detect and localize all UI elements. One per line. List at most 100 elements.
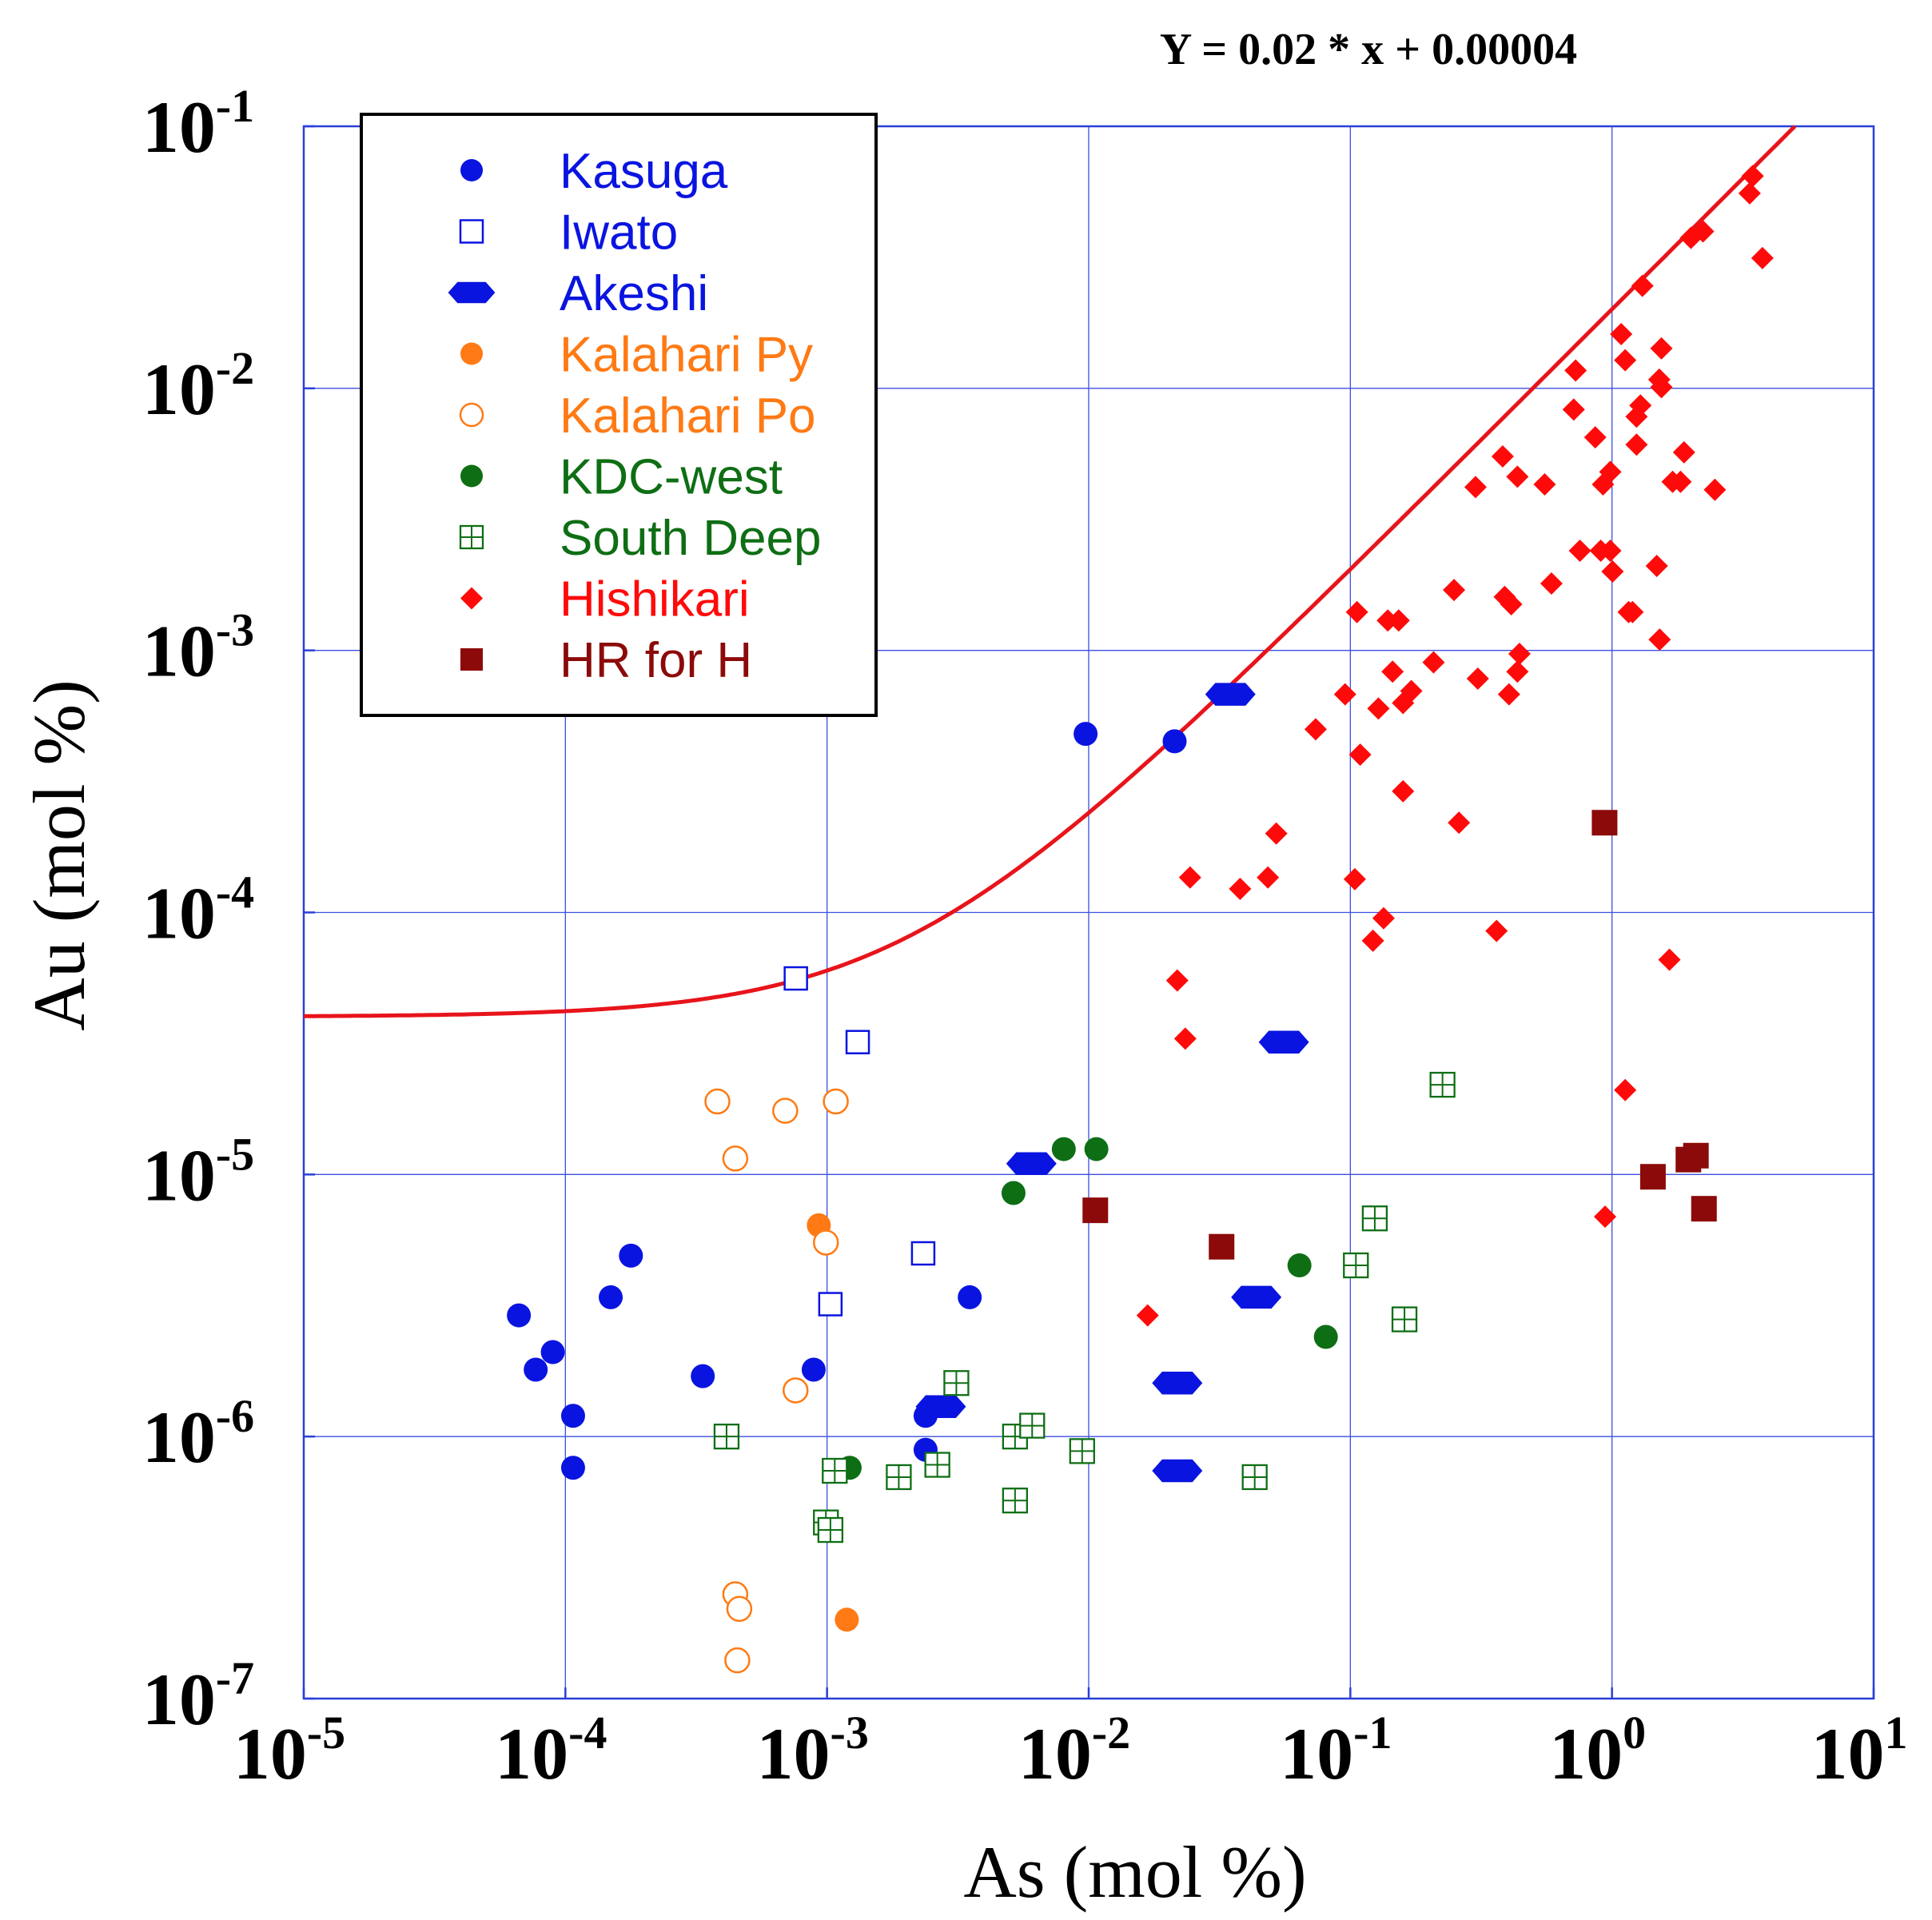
marker-shape <box>783 1377 809 1404</box>
marker-shape <box>460 342 483 365</box>
marker-shape <box>1400 679 1423 703</box>
marker-shape <box>560 1456 585 1480</box>
legend-marker <box>460 648 483 671</box>
marker-shape <box>1443 579 1466 602</box>
data-point <box>1614 349 1637 372</box>
marker-shape <box>1614 1078 1637 1101</box>
marker-shape <box>1051 1137 1076 1161</box>
marker-shape <box>1209 1233 1235 1260</box>
data-point <box>1391 1306 1418 1332</box>
data-point <box>910 1241 936 1266</box>
data-point <box>1422 651 1445 674</box>
marker-shape <box>1231 1285 1282 1309</box>
marker-shape <box>823 1088 849 1115</box>
data-point <box>772 1097 799 1124</box>
data-point <box>1162 729 1187 754</box>
marker-shape <box>1152 1459 1203 1483</box>
data-point <box>1599 460 1622 484</box>
x-tick-label-base: 10 <box>757 1713 831 1795</box>
marker-shape <box>1448 811 1471 835</box>
marker-shape <box>1506 465 1529 488</box>
data-point <box>1464 476 1487 499</box>
x-tick-label-exponent: -2 <box>1092 1707 1130 1759</box>
marker-shape <box>1348 743 1372 767</box>
marker-shape <box>1082 1197 1109 1224</box>
x-axis-title: As (mol %) <box>963 1831 1306 1913</box>
y-tick-label-base: 10 <box>142 1659 216 1740</box>
data-point <box>560 1404 585 1428</box>
data-point <box>1485 919 1508 942</box>
marker-shape <box>524 1357 548 1382</box>
marker-shape <box>1367 697 1390 720</box>
marker-shape <box>1658 948 1681 971</box>
marker-shape <box>1508 643 1531 666</box>
marker-shape <box>722 1145 749 1172</box>
x-tick-label-exponent: 1 <box>1885 1707 1908 1759</box>
marker-shape <box>1152 1371 1203 1395</box>
data-point <box>1304 718 1327 741</box>
marker-shape <box>1333 683 1356 706</box>
data-point <box>722 1145 749 1172</box>
fit-line <box>304 125 1797 1018</box>
marker-shape <box>1610 323 1633 346</box>
data-point <box>1343 1252 1369 1279</box>
legend-label: Hishikari <box>560 572 750 627</box>
legend-label: Kalahari Py <box>560 328 813 383</box>
data-point <box>1136 1304 1159 1327</box>
data-point <box>1614 1078 1637 1101</box>
data-point <box>1173 1027 1197 1050</box>
y-tick-label-exponent: -6 <box>216 1390 254 1442</box>
data-point <box>1343 867 1366 890</box>
legend-label: South Deep <box>560 511 821 566</box>
data-point <box>599 1285 623 1309</box>
series-kdc-west <box>837 1137 1338 1480</box>
x-tick-label-base: 10 <box>1549 1713 1623 1795</box>
data-point <box>823 1088 849 1115</box>
marker-shape <box>1500 592 1523 615</box>
marker-shape <box>1629 394 1652 417</box>
y-tick-label-base: 10 <box>142 611 216 692</box>
x-tick-label-exponent: -1 <box>1353 1707 1392 1759</box>
series-kalahari-po <box>704 1088 849 1674</box>
x-tick-label-base: 10 <box>1811 1713 1885 1795</box>
y-tick-label-base: 10 <box>142 1134 216 1216</box>
marker-shape <box>704 1088 731 1115</box>
marker-shape <box>1691 1196 1717 1222</box>
legend-item: Iwato <box>459 205 678 261</box>
y-tick-label: 10-6 <box>142 1390 254 1478</box>
marker-shape <box>1645 555 1668 578</box>
data-point <box>1500 592 1523 615</box>
data-point <box>1082 1197 1109 1224</box>
data-point <box>817 1516 844 1544</box>
legend-marker <box>448 281 496 304</box>
legend-item: Kasuga <box>460 144 728 199</box>
marker-shape <box>1464 476 1487 499</box>
data-point <box>507 1303 532 1328</box>
legend-label: Kalahari Po <box>560 388 816 444</box>
marker-shape <box>724 1647 751 1674</box>
data-point <box>560 1456 585 1480</box>
x-tick-label-base: 10 <box>1018 1713 1092 1795</box>
data-point <box>1381 660 1404 683</box>
marker-shape <box>460 587 483 610</box>
marker-shape <box>507 1303 532 1328</box>
marker-shape <box>1599 460 1622 484</box>
marker-shape <box>1562 398 1585 421</box>
marker-shape <box>1625 433 1648 456</box>
x-tick-label-exponent: 0 <box>1623 1707 1646 1759</box>
marker-shape <box>460 159 483 181</box>
marker-shape <box>772 1097 799 1124</box>
data-point <box>1345 600 1368 623</box>
data-point <box>1610 323 1633 346</box>
data-point <box>1599 540 1622 563</box>
marker-shape <box>1594 1205 1617 1229</box>
marker-shape <box>1165 969 1189 992</box>
data-point <box>1639 1164 1666 1190</box>
data-point <box>1231 1285 1282 1309</box>
marker-shape <box>801 1357 826 1382</box>
data-point <box>713 1424 740 1450</box>
data-point <box>1562 398 1585 421</box>
data-point <box>1629 394 1652 417</box>
data-point <box>1751 246 1774 269</box>
